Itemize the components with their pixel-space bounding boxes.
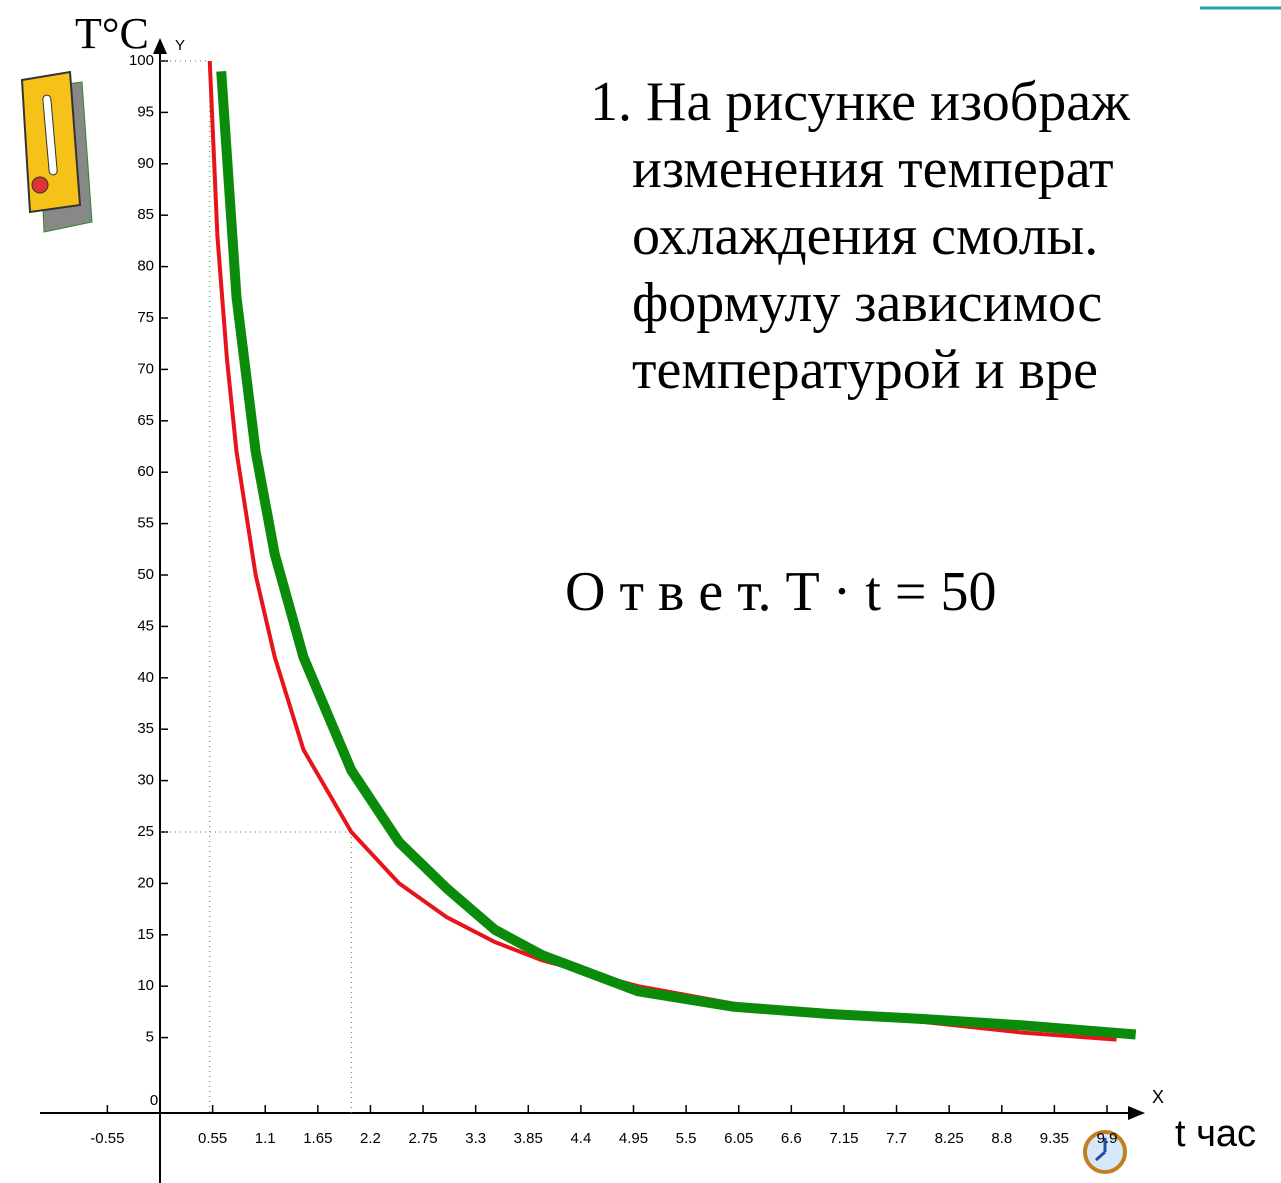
- x-arrow: [1128, 1106, 1145, 1120]
- y-tick-label: 50: [137, 566, 154, 583]
- x-tick-label: 9.35: [1040, 1130, 1069, 1147]
- y-tick-label: 75: [137, 309, 154, 326]
- x-axis-label: t час: [1175, 1113, 1256, 1155]
- y-tick-label: 5: [146, 1029, 154, 1046]
- text-line: изменения температ: [632, 138, 1114, 200]
- x-tick-label: 7.15: [829, 1130, 858, 1147]
- x-tick-label: 2.75: [408, 1130, 437, 1147]
- y-tick-label: 60: [137, 463, 154, 480]
- y-tick-label: 35: [137, 720, 154, 737]
- x-tick-label: 4.4: [570, 1130, 591, 1147]
- y-tick-label: 70: [137, 360, 154, 377]
- text-line: 1. На рисунке изображ: [590, 71, 1130, 133]
- x-tick-label: 4.95: [619, 1130, 648, 1147]
- y-tick-label: 90: [137, 155, 154, 172]
- x-tick-label: 8.25: [935, 1130, 964, 1147]
- y-tick-label: 65: [137, 412, 154, 429]
- y-tick-label: 100: [129, 52, 154, 69]
- text-line: охлаждения смолы.: [632, 205, 1098, 267]
- y-tick-label: 85: [137, 206, 154, 223]
- text-line: формулу зависимос: [632, 272, 1102, 334]
- y-tick-label: 25: [137, 823, 154, 840]
- x-tick-label: 0: [150, 1092, 158, 1109]
- answer: О т в е т. T · t = 50: [565, 561, 996, 623]
- y-tick-label: 40: [137, 669, 154, 686]
- x-tick-label: 9.9: [1097, 1130, 1118, 1147]
- y-tick-label: 20: [137, 874, 154, 891]
- x-tick-label: 2.2: [360, 1130, 381, 1147]
- y-tick-label: 30: [137, 772, 154, 789]
- x-tick-label: 1.65: [303, 1130, 332, 1147]
- page: T°C Y X t час 1. На рисунке изображ изме…: [0, 0, 1281, 1183]
- text-line: температурой и вре: [632, 339, 1098, 401]
- thermometer-icon: [22, 72, 92, 232]
- y-axis-label: T°C: [75, 9, 149, 58]
- y-tick-label: 45: [137, 617, 154, 634]
- y-tick-label: 15: [137, 926, 154, 943]
- x-tick-label: 6.6: [781, 1130, 802, 1147]
- x-tick-label: 3.3: [465, 1130, 486, 1147]
- x-tick-label: 3.85: [514, 1130, 543, 1147]
- chart: T°C Y X t час 1. На рисунке изображ изме…: [0, 0, 1281, 1183]
- x-tick-label: 0.55: [198, 1130, 227, 1147]
- x-tick-label: 7.7: [886, 1130, 907, 1147]
- y-tick-label: 55: [137, 515, 154, 532]
- y-axis-letter: Y: [175, 37, 185, 54]
- y-arrow: [153, 38, 167, 54]
- x-tick-label: 6.05: [724, 1130, 753, 1147]
- x-tick-label: 8.8: [991, 1130, 1012, 1147]
- y-tick-label: 10: [137, 977, 154, 994]
- y-tick-label: 95: [137, 103, 154, 120]
- y-tick-label: 80: [137, 258, 154, 275]
- x-axis-letter: X: [1152, 1087, 1164, 1107]
- x-tick-label: 5.5: [676, 1130, 697, 1147]
- x-tick-label: -0.55: [90, 1130, 124, 1147]
- x-tick-label: 1.1: [255, 1130, 276, 1147]
